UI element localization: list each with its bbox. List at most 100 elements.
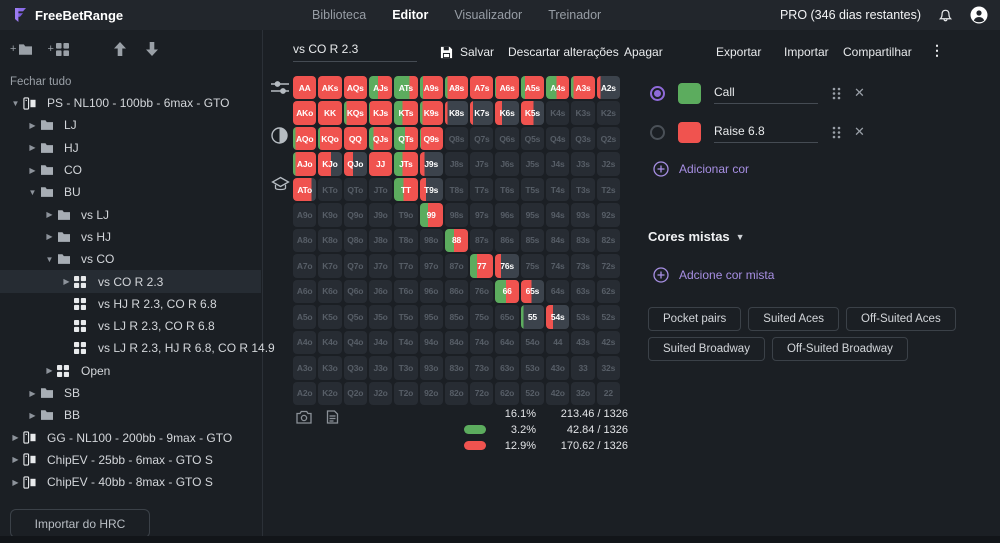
hand-cell-T7o[interactable]: T7o bbox=[394, 254, 418, 278]
hand-cell-K6o[interactable]: K6o bbox=[318, 279, 342, 304]
hand-cell-J8s[interactable]: J8s bbox=[444, 152, 469, 176]
hand-cell-65o[interactable]: 65o bbox=[495, 305, 519, 329]
hand-cell-K8o[interactable]: K8o bbox=[318, 228, 342, 253]
nav-link-treinador[interactable]: Treinador bbox=[548, 8, 602, 22]
hand-cell-88[interactable]: 88 bbox=[444, 228, 469, 253]
save-button[interactable]: Salvar bbox=[440, 42, 494, 62]
hand-cell-99[interactable]: 99 bbox=[419, 203, 443, 227]
hand-cell-55[interactable]: 55 bbox=[520, 305, 545, 329]
tree-item-bb[interactable]: ▶ BB bbox=[0, 404, 261, 426]
hand-cell-98s[interactable]: 98s bbox=[444, 203, 469, 227]
hand-cell-75s[interactable]: 75s bbox=[520, 254, 545, 278]
tree-item-chipev-25bb-6max-gto-s[interactable]: ▶ ChipEV - 25bb - 6max - GTO S bbox=[0, 449, 261, 471]
preset-button-suited-aces[interactable]: Suited Aces bbox=[748, 307, 840, 331]
preset-button-suited-broadway[interactable]: Suited Broadway bbox=[648, 337, 765, 361]
profile-avatar[interactable] bbox=[970, 6, 988, 24]
hand-cell-98o[interactable]: 98o bbox=[419, 228, 443, 253]
hand-cell-Q5o[interactable]: Q5o bbox=[343, 305, 367, 329]
caret-right-icon[interactable]: ▶ bbox=[63, 277, 70, 287]
hand-cell-K8s[interactable]: K8s bbox=[444, 101, 469, 125]
drag-handle-icon[interactable] bbox=[832, 126, 841, 139]
export-button[interactable]: Exportar bbox=[716, 45, 762, 59]
hand-cell-J5o[interactable]: J5o bbox=[368, 305, 393, 329]
caret-right-icon[interactable]: ▶ bbox=[12, 433, 19, 443]
hand-cell-32s[interactable]: 32s bbox=[596, 356, 620, 380]
hand-cell-92o[interactable]: 92o bbox=[419, 381, 443, 405]
hand-cell-96s[interactable]: 96s bbox=[495, 203, 519, 227]
hand-cell-TT[interactable]: TT bbox=[394, 177, 418, 202]
hand-cell-AJo[interactable]: AJo bbox=[293, 152, 317, 176]
caret-right-icon[interactable]: ▶ bbox=[29, 143, 36, 153]
hand-cell-K9o[interactable]: K9o bbox=[318, 203, 342, 227]
share-button[interactable]: Compartilhar bbox=[843, 45, 912, 59]
hand-cell-43o[interactable]: 43o bbox=[546, 356, 570, 380]
hand-cell-84o[interactable]: 84o bbox=[444, 330, 469, 355]
hand-cell-QTo[interactable]: QTo bbox=[343, 177, 367, 202]
hand-cell-AQs[interactable]: AQs bbox=[343, 76, 367, 100]
hand-cell-64o[interactable]: 64o bbox=[495, 330, 519, 355]
hand-cell-T6s[interactable]: T6s bbox=[495, 177, 519, 202]
hand-cell-A4o[interactable]: A4o bbox=[293, 330, 317, 355]
import-hrc-button[interactable]: Importar do HRC bbox=[10, 509, 150, 538]
hand-cell-Q6s[interactable]: Q6s bbox=[495, 126, 519, 151]
nav-link-editor[interactable]: Editor bbox=[392, 8, 429, 22]
hand-cell-K5s[interactable]: K5s bbox=[520, 101, 545, 125]
hand-cell-J9s[interactable]: J9s bbox=[419, 152, 443, 176]
hand-cell-T8s[interactable]: T8s bbox=[444, 177, 469, 202]
nav-link-biblioteca[interactable]: Biblioteca bbox=[312, 8, 367, 22]
tree-item-vs-lj-r-2-3-hj-r-6-8-co-r-14-9[interactable]: vs LJ R 2.3, HJ R 6.8, CO R 14.9 bbox=[0, 337, 275, 359]
hand-cell-Q3s[interactable]: Q3s bbox=[571, 126, 595, 151]
hand-cell-Q8s[interactable]: Q8s bbox=[444, 126, 469, 151]
hand-cell-Q7s[interactable]: Q7s bbox=[470, 126, 494, 151]
caret-down-icon[interactable]: ▼ bbox=[28, 187, 37, 197]
hand-cell-KK[interactable]: KK bbox=[318, 101, 342, 125]
tree-item-gg-nl100-200bb-9max-gto[interactable]: ▶ GG - NL100 - 200bb - 9max - GTO bbox=[0, 426, 261, 448]
hand-cell-JTs[interactable]: JTs bbox=[394, 152, 418, 176]
tree-item-vs-hj[interactable]: ▶ vs HJ bbox=[0, 226, 261, 248]
hand-cell-J2o[interactable]: J2o bbox=[368, 381, 393, 405]
hand-cell-Q5s[interactable]: Q5s bbox=[520, 126, 545, 151]
caret-right-icon[interactable]: ▶ bbox=[12, 477, 19, 487]
hand-cell-76o[interactable]: 76o bbox=[470, 279, 494, 304]
hand-cell-K3o[interactable]: K3o bbox=[318, 356, 342, 380]
hand-cell-J7s[interactable]: J7s bbox=[470, 152, 494, 176]
hand-cell-66[interactable]: 66 bbox=[495, 279, 519, 304]
collapse-all-link[interactable]: Fechar tudo bbox=[10, 76, 72, 88]
hand-cell-53o[interactable]: 53o bbox=[520, 356, 545, 380]
hand-cell-J4s[interactable]: J4s bbox=[546, 152, 570, 176]
hand-cell-K9s[interactable]: K9s bbox=[419, 101, 443, 125]
hand-cell-52s[interactable]: 52s bbox=[596, 305, 620, 329]
hand-cell-82o[interactable]: 82o bbox=[444, 381, 469, 405]
hand-cell-84s[interactable]: 84s bbox=[546, 228, 570, 253]
hand-cell-K2s[interactable]: K2s bbox=[596, 101, 620, 125]
hand-cell-A9o[interactable]: A9o bbox=[293, 203, 317, 227]
hand-cell-A4s[interactable]: A4s bbox=[546, 76, 570, 100]
hand-cell-74o[interactable]: 74o bbox=[470, 330, 494, 355]
hand-cell-Q9o[interactable]: Q9o bbox=[343, 203, 367, 227]
hand-cell-A5o[interactable]: A5o bbox=[293, 305, 317, 329]
move-down-button[interactable] bbox=[145, 42, 159, 56]
layers-icon[interactable] bbox=[271, 176, 290, 193]
color-name-input-raise[interactable] bbox=[714, 121, 818, 143]
hand-cell-Q7o[interactable]: Q7o bbox=[343, 254, 367, 278]
hand-cell-T9s[interactable]: T9s bbox=[419, 177, 443, 202]
caret-right-icon[interactable]: ▶ bbox=[46, 366, 53, 376]
hand-cell-AKo[interactable]: AKo bbox=[293, 101, 317, 125]
hand-cell-Q2s[interactable]: Q2s bbox=[596, 126, 620, 151]
hand-cell-A8o[interactable]: A8o bbox=[293, 228, 317, 253]
hand-cell-87s[interactable]: 87s bbox=[470, 228, 494, 253]
hand-cell-AKs[interactable]: AKs bbox=[318, 76, 342, 100]
horizontal-scrollbar[interactable] bbox=[0, 536, 1000, 543]
hand-cell-KJs[interactable]: KJs bbox=[368, 101, 393, 125]
hand-cell-97o[interactable]: 97o bbox=[419, 254, 443, 278]
brand[interactable]: FreeBetRange bbox=[13, 0, 123, 30]
hand-cell-A6o[interactable]: A6o bbox=[293, 279, 317, 304]
hand-cell-72o[interactable]: 72o bbox=[470, 381, 494, 405]
color-radio-raise[interactable] bbox=[650, 124, 665, 140]
hand-cell-76s[interactable]: 76s bbox=[495, 254, 519, 278]
hand-cell-86s[interactable]: 86s bbox=[495, 228, 519, 253]
hand-cell-K6s[interactable]: K6s bbox=[495, 101, 519, 125]
copy-text-icon[interactable] bbox=[326, 410, 339, 424]
caret-right-icon[interactable]: ▶ bbox=[29, 165, 36, 175]
new-range-button[interactable]: + bbox=[47, 42, 69, 56]
